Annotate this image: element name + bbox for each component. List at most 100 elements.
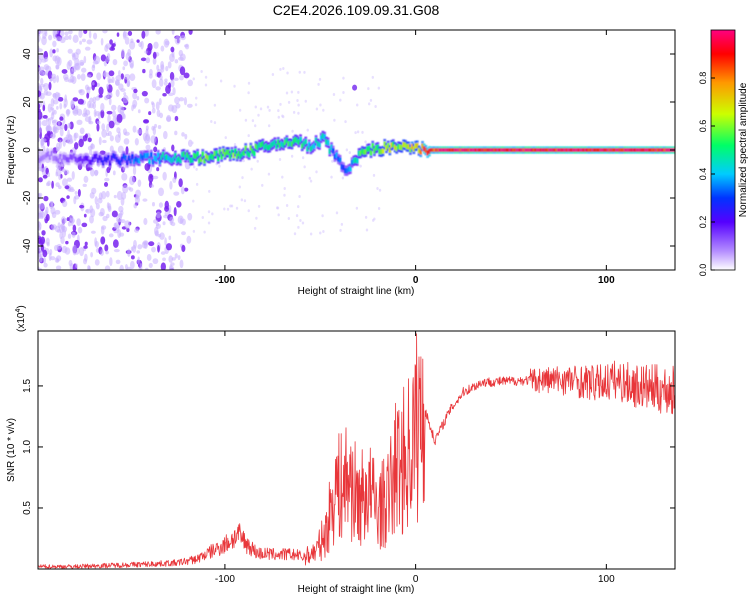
spectrogram-noise-blob xyxy=(207,210,211,214)
spectrogram-ridge-cell xyxy=(596,148,599,152)
spectrogram-noise-blob xyxy=(257,204,261,208)
spectrogram-noise-blob xyxy=(279,67,282,71)
spectrogram-noise-blob xyxy=(171,104,178,114)
spectrogram-ridge-cell xyxy=(491,148,495,152)
spectrogram-ridge-cell xyxy=(500,148,503,152)
spectrogram-noise-blob xyxy=(68,30,73,35)
spectrogram-noise-blob xyxy=(179,66,186,76)
spectrogram-noise-blob xyxy=(169,180,173,190)
spectrogram-noise-blob xyxy=(60,222,65,230)
spectrogram-noise-blob xyxy=(119,264,124,270)
spectrogram-ridge-cell xyxy=(611,148,615,152)
spectrogram-noise-blob xyxy=(342,90,345,94)
spectrogram-noise-blob xyxy=(340,222,344,226)
spectrogram-noise-blob xyxy=(38,66,45,72)
spectrogram-ridge-cell xyxy=(297,139,301,145)
spectrogram-ridge-cell xyxy=(74,156,77,162)
spectrogram-noise-blob xyxy=(71,170,75,180)
spectrogram-ridge-cell xyxy=(280,141,283,147)
spectrogram-ridge-cell xyxy=(622,148,625,152)
spectrogram-noise-blob xyxy=(335,211,339,215)
spectrogram-noise-blob xyxy=(105,57,111,63)
spectrogram-noise-blob xyxy=(73,196,77,205)
spectrogram-noise-blob xyxy=(64,185,70,190)
spectrogram-noise-blob xyxy=(171,144,175,152)
spectrogram-noise-blob xyxy=(306,128,309,132)
spectrogram-noise-blob xyxy=(107,75,111,84)
spectrogram-ridge-cell xyxy=(289,141,292,147)
spectrogram-noise-blob xyxy=(53,109,57,115)
spectrogram-ridge-cell xyxy=(647,148,651,152)
spectrogram-noise-blob xyxy=(356,103,359,107)
spectrogram-ridge-cell xyxy=(108,160,112,166)
spectrogram-noise-blob xyxy=(75,62,81,71)
spectrogram-ridge-cell xyxy=(268,144,271,150)
spectrogram-noise-blob xyxy=(124,36,130,45)
spectrogram-noise-blob xyxy=(45,65,52,73)
spectrogram-noise-blob xyxy=(47,117,51,126)
spectrogram-ridge-cell xyxy=(400,144,404,151)
spectrogram-noise-blob xyxy=(84,84,90,91)
spectrogram-noise-blob xyxy=(152,258,159,265)
spectrogram-noise-blob xyxy=(129,62,134,69)
spectrogram-ridge-cell xyxy=(373,148,376,154)
spectrogram-ridge-cell xyxy=(100,157,103,163)
spectrogram-ridge-cell xyxy=(498,148,501,152)
spectrogram-noise-blob xyxy=(65,134,70,143)
colorbar-tick-label: 0.0 xyxy=(698,264,708,277)
spectrogram-ridge-cell xyxy=(304,139,307,145)
spectrogram-ridge-cell xyxy=(52,155,55,162)
spectrogram-ridge-cell xyxy=(350,159,354,166)
snr-xlabel: Height of straight line (km) xyxy=(298,584,415,595)
spectrogram-noise-blob xyxy=(68,188,75,193)
spectrogram-noise-blob xyxy=(151,201,156,207)
spectrogram-ridge-cell xyxy=(71,154,74,161)
spectrogram-ridge-cell xyxy=(168,156,172,163)
spectrogram-ridge-cell xyxy=(364,149,368,155)
chart-title: C2E4.2026.109.09.31.G08 xyxy=(273,2,440,18)
spectrogram-ridge-cell xyxy=(191,157,194,163)
spectrogram-ridge-cell xyxy=(119,160,122,166)
spectrogram-ridge-cell xyxy=(366,146,369,152)
spectrogram-noise-blob xyxy=(259,107,263,111)
spectrogram-ridge-cell xyxy=(550,148,553,152)
spectrogram-noise-blob xyxy=(152,51,157,59)
spectrogram-noise-blob xyxy=(282,115,285,119)
spectrogram-noise-blob xyxy=(193,165,196,169)
spectrogram-noise-blob xyxy=(47,70,53,80)
snr-series-line xyxy=(38,333,675,569)
spectrogram-noise-blob xyxy=(150,184,155,188)
spectrogram-ridge-cell xyxy=(397,143,400,150)
spectrogram-ridge-cell xyxy=(570,148,574,152)
spectrogram-ridge-cell xyxy=(81,158,84,164)
spectrogram-noise-blob xyxy=(52,125,56,133)
spectrogram-ridge-cell xyxy=(354,157,357,163)
spectrogram-noise-blob xyxy=(369,98,373,102)
spectrogram-noise-blob xyxy=(105,250,109,255)
spectrogram-ridge-cell xyxy=(294,137,297,143)
spectrogram-ridge-cell xyxy=(416,142,419,149)
spectrogram-noise-blob xyxy=(279,102,282,106)
spectrogram-noise-blob xyxy=(144,267,149,270)
spectrogram-noise-blob xyxy=(107,114,111,124)
spectrogram-ridge-cell xyxy=(247,151,251,158)
spectrogram-noise-blob xyxy=(122,163,126,171)
spectrogram-noise-blob xyxy=(233,84,236,88)
spectrogram-ridge-cell xyxy=(666,148,670,152)
spectrogram-ridge-cell xyxy=(122,153,126,159)
spectrogram-noise-blob xyxy=(299,218,302,222)
spectrogram-ridge-cell xyxy=(132,158,136,164)
spectrogram-ridge-cell xyxy=(79,155,83,162)
spectrogram-ridge-cell xyxy=(55,156,59,162)
spectrogram-ridge-cell xyxy=(287,141,290,147)
spectrogram-noise-blob xyxy=(62,200,68,208)
spectrogram-ridge-cell xyxy=(447,148,450,152)
spectrogram-noise-blob xyxy=(163,81,168,86)
spectrogram-ridge-cell xyxy=(591,148,594,152)
spectrogram-ridge-cell xyxy=(634,148,637,152)
spectrogram-ridge-cell xyxy=(532,148,536,152)
spectrogram-ridge-cell xyxy=(138,158,141,164)
spectrogram-noise-blob xyxy=(192,77,195,81)
spectrogram-ridge-cell xyxy=(91,156,95,163)
spectrogram-noise-blob xyxy=(124,264,128,270)
